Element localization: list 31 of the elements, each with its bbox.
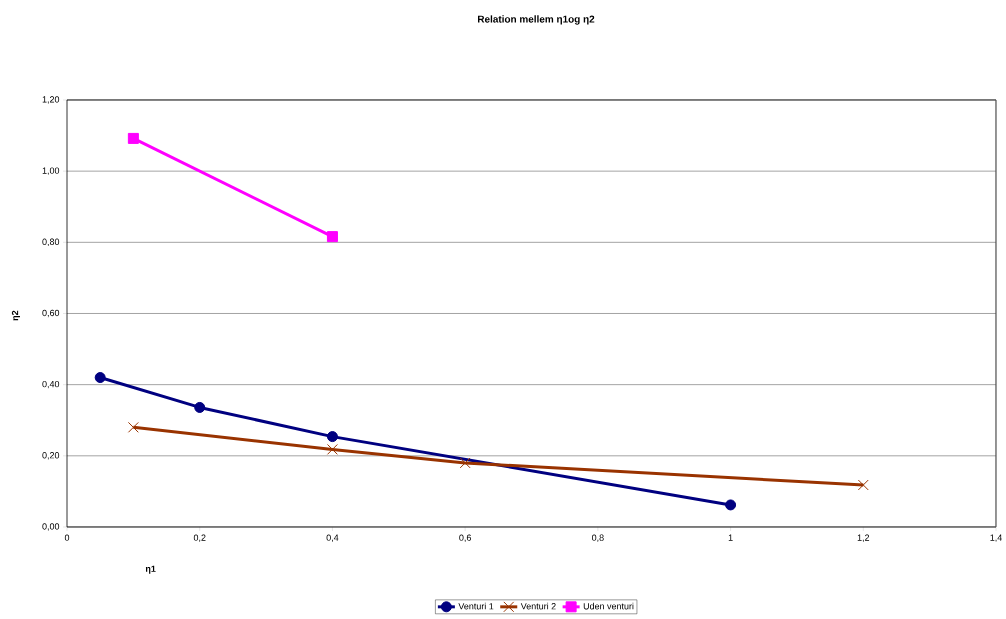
point xyxy=(725,499,737,511)
y-tick-label: 0,80 xyxy=(42,238,60,247)
point xyxy=(326,431,338,443)
y-tick-label: 0,40 xyxy=(42,380,60,389)
point xyxy=(326,443,338,455)
y-tick-label: 1,00 xyxy=(42,167,60,175)
y-tick-label: 1,20 xyxy=(42,96,60,104)
x-axis-title: η1 xyxy=(145,565,156,574)
y-tick-label: 0,60 xyxy=(42,309,60,318)
x-tick-label: 0 xyxy=(64,534,70,541)
point xyxy=(459,457,471,469)
legend-label: Venturi 1 xyxy=(458,602,494,610)
x-tick-label: 0,8 xyxy=(591,534,604,542)
x-tick-label: 0,4 xyxy=(326,534,339,542)
chart-title: Relation mellem η1og η2 xyxy=(478,15,595,25)
x-tick-label: 1,4 xyxy=(990,534,1002,542)
point xyxy=(857,479,869,491)
x-tick-label: 1,2 xyxy=(857,534,870,542)
y-axis-title: η2 xyxy=(11,310,20,321)
point xyxy=(127,421,139,433)
point xyxy=(326,231,338,243)
y-tick-label: 0,20 xyxy=(42,452,60,460)
x-tick-label: 0,6 xyxy=(459,534,471,542)
point xyxy=(94,372,106,384)
x-tick-label: 1 xyxy=(728,534,733,541)
point xyxy=(127,132,139,144)
x-tick-label: 0,2 xyxy=(193,534,206,542)
legend-label: Uden venturi xyxy=(583,602,634,610)
legend-label: Venturi 2 xyxy=(520,602,556,610)
point xyxy=(194,401,206,413)
y-tick-label: 0,00 xyxy=(42,523,60,531)
